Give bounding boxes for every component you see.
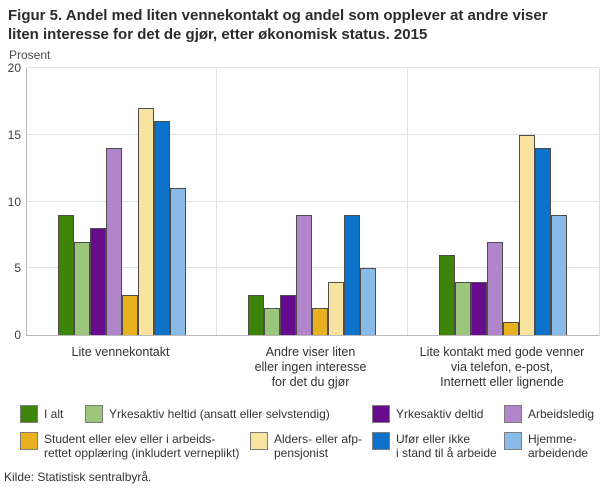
y-axis-ticks: 0 5 10 15 20 [0, 61, 21, 342]
y-tick-label-20: 20 [7, 61, 21, 75]
legend-swatch-icon [20, 405, 38, 423]
bar [57, 214, 74, 335]
x-axis-label-1: Lite vennekontakt [71, 345, 170, 359]
y-tick-label-10: 10 [7, 194, 21, 209]
legend-label: Hjemme- arbeidende [528, 432, 589, 460]
plot-area [26, 67, 600, 336]
legend-item: Arbeidsledig [504, 405, 594, 423]
x-axis-label-3: Lite kontakt med gode venner via telefon… [419, 345, 585, 389]
bar [519, 134, 535, 335]
bar [105, 148, 122, 335]
bar [279, 294, 296, 335]
gridline-10 [27, 200, 599, 202]
bar [311, 308, 328, 335]
bar [247, 294, 264, 335]
legend-item: Hjemme- arbeidende [504, 432, 588, 460]
legend-label: I alt [44, 407, 64, 421]
legend-item: Student eller elev eller i arbeids- rett… [20, 432, 239, 460]
legend-swatch-icon [20, 432, 38, 450]
y-axis-title: Prosent [9, 48, 51, 62]
legend-label: Yrkesaktiv deltid [396, 407, 484, 421]
bar [551, 214, 567, 335]
bar [89, 228, 106, 335]
bar [263, 308, 280, 335]
legend-item: Yrkesaktiv deltid [372, 405, 483, 423]
gridline-20 [27, 67, 599, 68]
y-tick-label-5: 5 [14, 261, 21, 276]
legend-swatch-icon [504, 432, 522, 450]
category-group-3 [407, 68, 599, 335]
panel-separator-2 [407, 68, 408, 335]
legend-label: Ufør eller ikke i stand til å arbeide [396, 432, 497, 460]
category-group-2 [216, 68, 407, 335]
legend-label: Alders- eller afp- pensjonist [274, 432, 363, 460]
bar [73, 241, 90, 335]
x-axis-label-2: Andre viser liten eller ingen interesse … [254, 345, 367, 389]
bar [503, 321, 519, 335]
legend-item: Alders- eller afp- pensjonist [250, 432, 362, 460]
legend-label: Arbeidsledig [528, 407, 595, 421]
legend-swatch-icon [504, 405, 522, 423]
bar [153, 121, 170, 335]
category-group-1 [27, 68, 216, 335]
bar [327, 281, 344, 335]
bar [295, 214, 312, 335]
legend-item: I alt [20, 405, 63, 423]
bar [121, 294, 138, 335]
bar [455, 281, 471, 335]
legend-item: Yrkesaktiv heltid (ansatt eller selvsten… [85, 405, 330, 423]
bar [471, 281, 487, 335]
y-tick-label-0: 0 [14, 328, 21, 342]
legend-label: Yrkesaktiv heltid (ansatt eller selvsten… [109, 407, 330, 421]
bar [535, 148, 551, 335]
panel-separator-1 [216, 68, 217, 335]
bar [487, 241, 503, 335]
legend-item: Ufør eller ikke i stand til å arbeide [372, 432, 497, 460]
bar [169, 188, 186, 335]
figure-title: Figur 5. Andel med liten vennekontakt og… [8, 7, 548, 43]
gridline-15 [27, 133, 599, 135]
legend-label: Student eller elev eller i arbeids- rett… [44, 432, 240, 460]
x-axis-labels: Lite vennekontakt Andre viser liten eller… [26, 345, 598, 393]
legend-swatch-icon [372, 432, 390, 450]
gridline-5 [27, 267, 599, 269]
legend-swatch-icon [250, 432, 268, 450]
bar [439, 254, 455, 335]
bar [137, 108, 154, 335]
bar [359, 268, 376, 335]
source-caption: Kilde: Statistisk sentralbyrå. [4, 470, 152, 484]
legend-swatch-icon [372, 405, 390, 423]
bar [343, 214, 360, 335]
legend-swatch-icon [85, 405, 103, 423]
y-tick-label-15: 15 [7, 127, 21, 142]
